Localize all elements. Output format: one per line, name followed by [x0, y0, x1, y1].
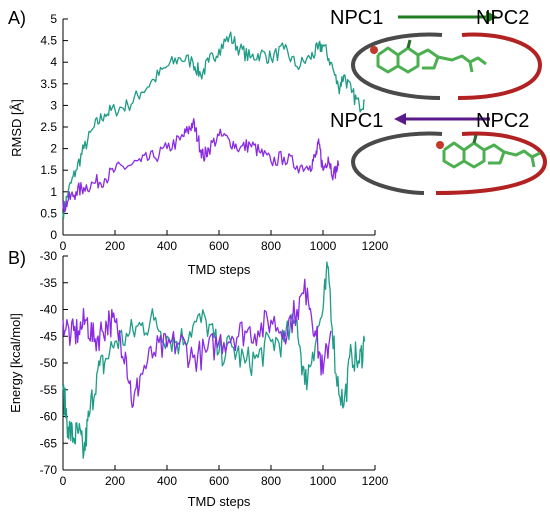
rmsd-y-tick-label: 1 — [50, 185, 57, 199]
inset-bottom-to-label: NPC2 — [476, 110, 529, 132]
energy-y-tick-label: -65 — [40, 436, 58, 450]
energy-x-label: TMD steps — [188, 494, 251, 509]
energy-x-tick-label: 200 — [105, 474, 125, 488]
rmsd-x-tick-label: 600 — [209, 239, 229, 253]
cholesterol-molecule-icon — [376, 39, 487, 74]
rmsd-y-tick-label: 3 — [50, 98, 57, 112]
energy-y-tick-label: -35 — [40, 276, 58, 290]
energy-chart: 0 200 400 600 800 1000 1200 -70 -65 -60 -55 -50 -45… — [8, 249, 389, 509]
hydroxyl-atom-icon — [370, 46, 378, 54]
rmsd-y-tick-label: 4 — [50, 55, 57, 69]
panel-b-label: B) — [8, 248, 26, 268]
rmsd-x-tick-label: 1000 — [310, 239, 337, 253]
rmsd-y-tick-label: 5 — [50, 12, 57, 26]
rmsd-x-tick-label: 1200 — [362, 239, 389, 253]
purple-arrow-head-icon — [394, 113, 406, 125]
inset-bottom-from-label: NPC1 — [330, 110, 383, 132]
energy-y-label: Energy [kcal/mol] — [8, 313, 23, 413]
panel-a-label: A) — [8, 8, 26, 28]
rmsd-x-tick-label: 200 — [105, 239, 125, 253]
energy-y-tick-label: -30 — [40, 249, 58, 263]
energy-x-tick-label: 1000 — [310, 474, 337, 488]
rmsd-series-line-2 — [62, 118, 340, 213]
rmsd-y-tick-label: 0 — [50, 228, 57, 242]
energy-x-tick-label: 1200 — [362, 474, 389, 488]
rmsd-y-tick-label: 2.5 — [40, 120, 57, 134]
cholesterol-molecule-icon-lower — [442, 134, 541, 169]
rmsd-series-line-1 — [62, 31, 366, 219]
npc1-ring-icon-lower — [350, 131, 443, 195]
rmsd-x-tick-label: 800 — [261, 239, 281, 253]
rmsd-y-tick-label: 0.5 — [40, 206, 57, 220]
rmsd-y-label: RMSD [Å] — [9, 99, 24, 157]
inset-top-from-label: NPC1 — [330, 7, 383, 29]
rmsd-x-label: TMD steps — [188, 262, 251, 277]
rmsd-x-tick-label: 0 — [60, 239, 67, 253]
npc1-ring-icon — [350, 32, 443, 100]
energy-x-tick-label: 800 — [261, 474, 281, 488]
transfer-schematic: NPC1 NPC2 NPC1 NPC2 — [330, 7, 548, 195]
green-arrow-head-icon — [486, 11, 498, 23]
rmsd-y-tick-label: 1.5 — [40, 163, 57, 177]
npc2-ring-icon-lower — [435, 131, 548, 195]
energy-y-tick-label: -45 — [40, 329, 58, 343]
rmsd-x-tick-label: 400 — [157, 239, 177, 253]
energy-y-tick-label: -55 — [40, 383, 58, 397]
rmsd-y-tick-label: 4.5 — [40, 34, 57, 48]
energy-x-tick-label: 600 — [209, 474, 229, 488]
energy-x-tick-label: 400 — [157, 474, 177, 488]
energy-y-tick-label: -50 — [40, 356, 58, 370]
inset-top-to-label: NPC2 — [476, 7, 529, 29]
energy-series-line-1 — [62, 261, 366, 459]
energy-y-tick-label: -60 — [40, 410, 58, 424]
rmsd-y-tick-label: 2 — [50, 142, 57, 156]
energy-x-tick-label: 0 — [60, 474, 67, 488]
npc2-ring-icon — [457, 32, 543, 100]
energy-y-tick-label: -70 — [40, 463, 58, 477]
rmsd-chart: 0 200 400 600 800 1000 1200 0 0.5 1 1.5 2 2.5 3 3.5 4 4… — [9, 12, 389, 277]
hydroxyl-atom-icon-lower — [436, 141, 444, 149]
energy-series-line-2 — [62, 278, 332, 408]
rmsd-y-tick-label: 3.5 — [40, 77, 57, 91]
energy-y-tick-label: -40 — [40, 303, 58, 317]
